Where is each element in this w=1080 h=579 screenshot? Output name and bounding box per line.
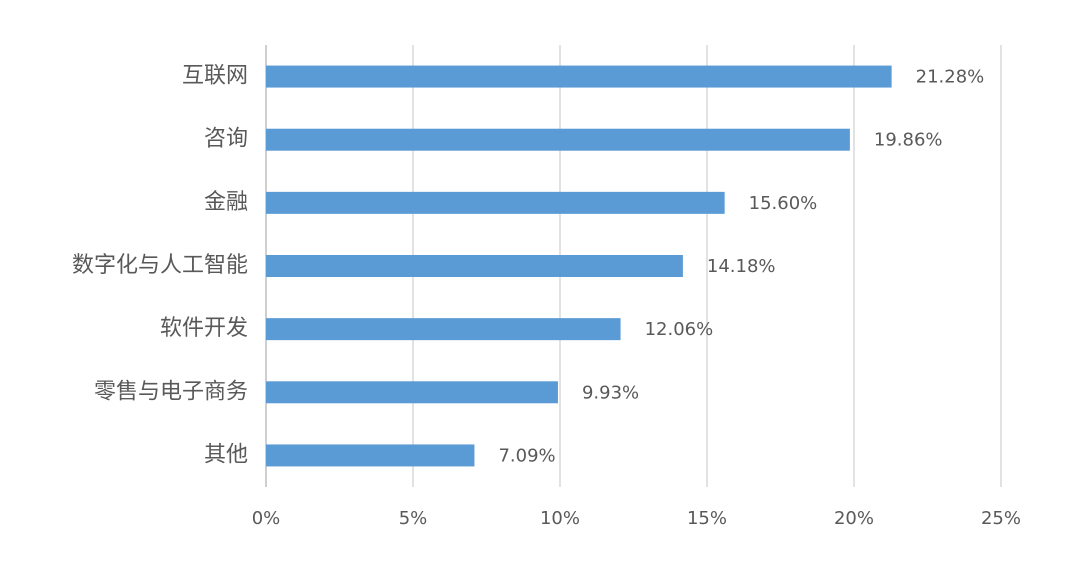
y-tick-label: 零售与电子商务 bbox=[94, 379, 248, 404]
bar bbox=[266, 381, 558, 404]
y-tick-label: 其他 bbox=[204, 442, 248, 467]
value-label: 9.93% bbox=[582, 382, 639, 403]
bar bbox=[266, 444, 475, 467]
y-tick-label: 互联网 bbox=[182, 64, 248, 89]
x-tick-label: 0% bbox=[252, 508, 281, 529]
value-label: 15.60% bbox=[749, 193, 818, 214]
bar bbox=[266, 318, 621, 341]
value-label: 19.86% bbox=[874, 130, 943, 151]
x-tick-label: 5% bbox=[399, 508, 428, 529]
bar bbox=[266, 65, 892, 88]
value-label: 21.28% bbox=[916, 67, 985, 88]
y-tick-label: 软件开发 bbox=[160, 316, 248, 341]
value-label: 12.06% bbox=[645, 319, 714, 340]
y-tick-label: 数字化与人工智能 bbox=[72, 253, 248, 278]
x-tick-label: 15% bbox=[687, 508, 727, 529]
y-tick-label: 咨询 bbox=[204, 127, 248, 152]
bar bbox=[266, 255, 683, 277]
value-label: 14.18% bbox=[707, 256, 776, 277]
x-tick-label: 20% bbox=[834, 508, 874, 529]
bar bbox=[266, 128, 850, 151]
x-tick-label: 25% bbox=[981, 508, 1021, 529]
x-tick-label: 10% bbox=[540, 508, 580, 529]
value-label: 7.09% bbox=[498, 445, 555, 466]
y-tick-label: 金融 bbox=[204, 190, 248, 215]
bar bbox=[266, 191, 725, 214]
